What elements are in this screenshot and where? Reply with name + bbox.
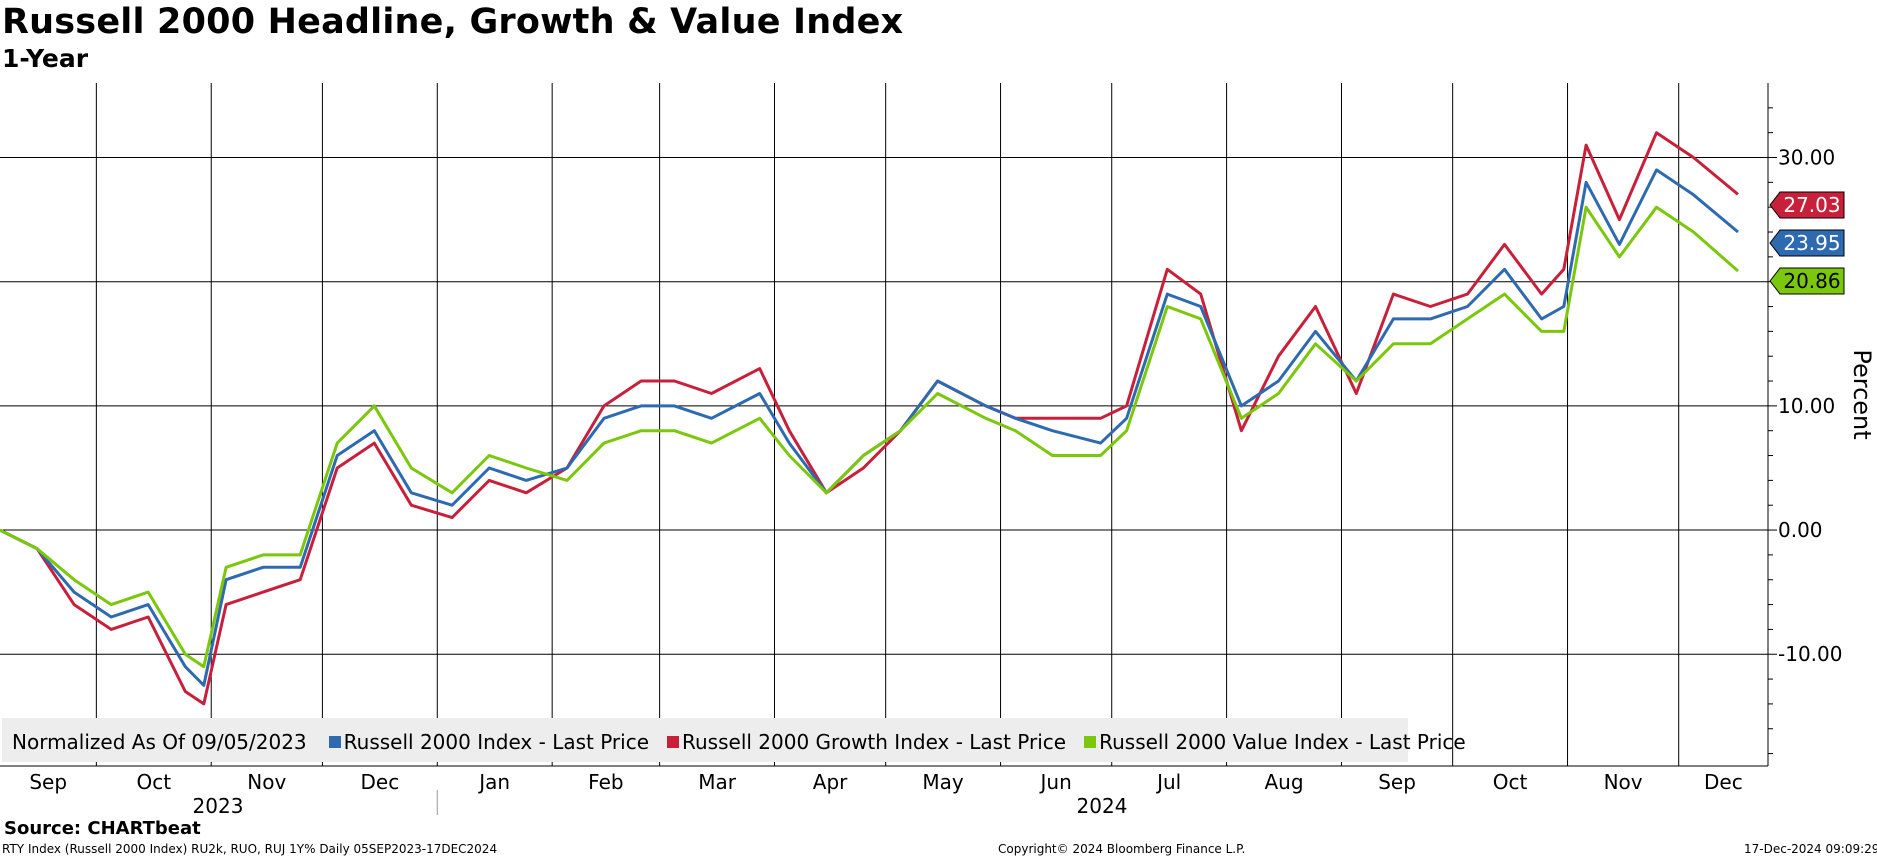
- legend-item-russell-2000-growth: Russell 2000 Growth Index - Last Price: [649, 730, 1066, 754]
- footer-copyright: Copyright© 2024 Bloomberg Finance L.P.: [998, 842, 1246, 856]
- y-tick-label: 10.00: [1778, 394, 1835, 418]
- x-year-label: 2024: [1077, 794, 1128, 818]
- x-month-label: Feb: [588, 770, 623, 794]
- x-month-label: Mar: [698, 770, 737, 794]
- last-value-tags: 27.03 23.95 20.86: [1769, 191, 1845, 295]
- x-month-label: Jul: [1155, 770, 1181, 794]
- last-value-tag-label: 23.95: [1783, 231, 1840, 255]
- series-line: [0, 168, 1739, 687]
- legend-item-russell-2000: Russell 2000 Index - Last Price: [311, 730, 649, 754]
- chart-title: Russell 2000 Headline, Growth & Value In…: [2, 2, 904, 42]
- legend-swatch: [667, 736, 679, 748]
- x-month-label: May: [922, 770, 964, 794]
- legend-background: [2, 718, 1408, 762]
- x-year-label: 2023: [193, 794, 244, 818]
- x-month-label: Apr: [813, 770, 848, 794]
- last-value-tag-box: [1769, 191, 1845, 219]
- footer-description: RTY Index (Russell 2000 Index) RU2k, RUO…: [2, 842, 498, 856]
- last-value-tag-box: [1769, 267, 1845, 295]
- series-lines: [0, 131, 1739, 706]
- last-value-tag-label: 27.03: [1783, 193, 1840, 217]
- footer-timestamp: 17-Dec-2024 09:09:29: [1744, 842, 1877, 856]
- legend: Normalized As Of 09/05/2023 Russell 2000…: [12, 730, 1466, 754]
- x-month-label: Nov: [1604, 770, 1643, 794]
- x-month-label: Dec: [360, 770, 399, 794]
- x-month-label: Sep: [29, 770, 67, 794]
- last-value-tag-box: [1769, 229, 1845, 257]
- x-axis: Sep Oct Nov Dec Jan Feb Mar Apr May Jun Jul Aug Sep O…: [0, 765, 1768, 818]
- y-axis-label: Percent: [1848, 349, 1876, 439]
- x-month-label: Aug: [1265, 770, 1304, 794]
- series-line: [0, 205, 1739, 669]
- y-tick-label: -10.00: [1778, 642, 1842, 666]
- legend-label: Russell 2000 Index - Last Price: [343, 730, 649, 754]
- legend-swatch: [328, 736, 341, 748]
- last-value-tag: 20.86: [1769, 267, 1845, 295]
- x-month-label: Nov: [247, 770, 286, 794]
- x-month-label: Jan: [477, 770, 510, 794]
- chart-subtitle: 1-Year: [2, 44, 89, 73]
- grid-lines: [0, 83, 1768, 766]
- x-month-label: Jun: [1039, 770, 1072, 794]
- x-month-label: Oct: [136, 770, 171, 794]
- legend-item-russell-2000-value: Russell 2000 Value Index - Last Price: [1066, 730, 1466, 754]
- series-line: [0, 131, 1739, 706]
- x-month-label: Oct: [1493, 770, 1528, 794]
- last-value-tag: 23.95: [1769, 229, 1845, 257]
- y-tick-label: 0.00: [1778, 518, 1823, 542]
- x-month-label: Dec: [1704, 770, 1743, 794]
- legend-normalized-label: Normalized As Of 09/05/2023: [12, 730, 307, 754]
- x-month-label: Sep: [1378, 770, 1416, 794]
- y-tick-label: 30.00: [1778, 146, 1835, 170]
- legend-swatch: [1084, 736, 1097, 748]
- last-value-tag-label: 20.86: [1783, 269, 1840, 293]
- legend-label: Russell 2000 Growth Index - Last Price: [682, 730, 1067, 754]
- legend-label: Russell 2000 Value Index - Last Price: [1099, 730, 1466, 754]
- source-label: Source: CHARTbeat: [4, 818, 201, 839]
- last-value-tag: 27.03: [1769, 191, 1845, 219]
